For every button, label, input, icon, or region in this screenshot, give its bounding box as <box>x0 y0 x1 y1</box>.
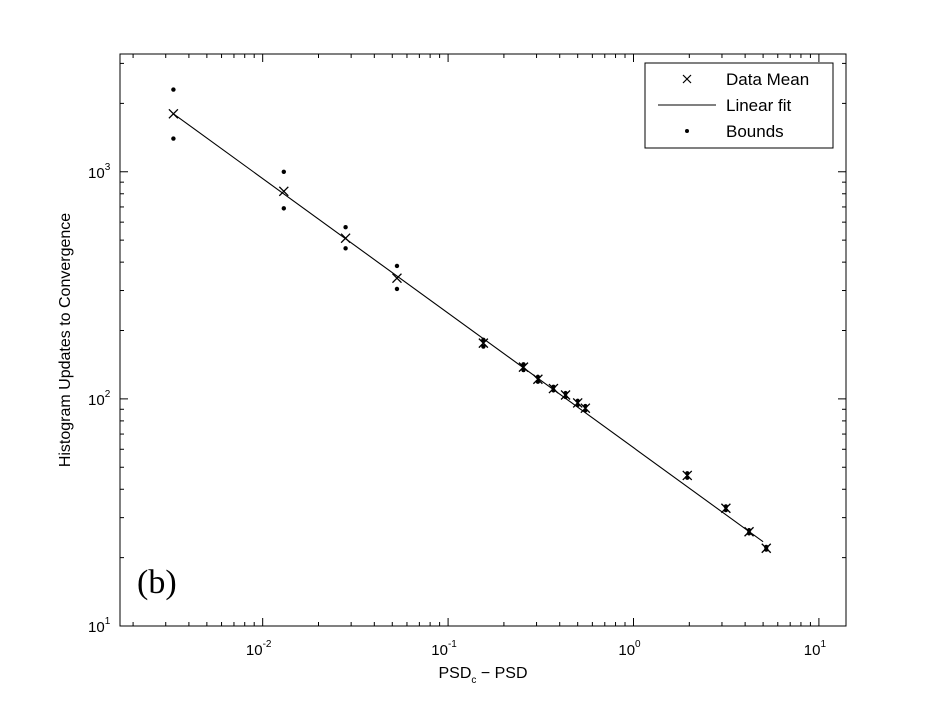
legend-marker-bounds <box>685 129 689 133</box>
x-tick-label: 100 <box>618 639 641 659</box>
y-axis-label: Histogram Updates to Convergence <box>57 213 74 467</box>
series-layer <box>168 87 772 554</box>
bounds-marker <box>394 263 400 269</box>
bounds-marker <box>551 388 556 393</box>
bounds-marker <box>575 402 580 408</box>
axis-ticks <box>120 54 846 627</box>
bounds-marker <box>281 169 287 174</box>
x-tick-label: 10-2 <box>246 639 272 659</box>
bounds-marker <box>764 547 769 552</box>
data-mean-marker <box>478 338 489 349</box>
data-mean-marker-stroke <box>518 362 529 373</box>
y-tick-label: 102 <box>88 389 111 409</box>
x-axis-label: PSDc − PSD <box>438 665 527 686</box>
bounds-marker <box>685 475 690 480</box>
legend-label-bounds: Bounds <box>726 122 784 141</box>
bounds-marker <box>343 225 348 230</box>
y-tick-label: 103 <box>88 162 111 182</box>
legend: Data Mean Linear fit Bounds <box>644 62 834 149</box>
data-mean-marker <box>278 186 289 197</box>
x-tick-label: 10-1 <box>431 639 457 659</box>
data-mean-marker-stroke <box>392 273 402 284</box>
bounds-marker <box>563 390 568 396</box>
bounds-marker <box>746 528 752 533</box>
bounds-marker <box>171 87 176 92</box>
bounds-marker <box>394 286 400 292</box>
tick-labels: 10-2 10-1 100 101 101 102 103 <box>88 162 826 659</box>
bounds-marker <box>343 246 348 251</box>
bounds-marker <box>583 408 588 413</box>
bounds-marker <box>521 362 526 367</box>
legend-label-linear-fit: Linear fit <box>726 96 791 115</box>
bounds-marker <box>723 507 729 513</box>
bounds-marker <box>535 379 541 384</box>
y-tick-label: 101 <box>88 616 111 636</box>
data-mean-marker-stroke <box>532 374 543 385</box>
bounds-marker <box>685 471 690 476</box>
legend-label-data-mean: Data Mean <box>726 70 809 89</box>
plot-frame <box>119 53 847 627</box>
bounds-marker <box>481 344 486 349</box>
bounds-marker <box>281 206 287 211</box>
x-tick-label: 101 <box>804 639 827 659</box>
bounds-marker <box>746 531 752 536</box>
data-mean-marker-stroke <box>478 338 489 349</box>
bounds-marker <box>481 337 486 343</box>
bounds-marker <box>171 136 176 141</box>
data-mean-marker <box>392 273 402 284</box>
bounds-marker <box>563 394 568 400</box>
bounds-marker <box>575 398 580 404</box>
bounds-marker <box>535 374 541 380</box>
legend-marker-data-mean <box>682 74 692 84</box>
bounds-marker <box>583 403 588 409</box>
data-mean-marker-stroke <box>278 186 289 197</box>
bounds-marker <box>551 384 556 390</box>
panel-label: (b) <box>137 564 177 601</box>
bounds-marker <box>723 504 729 509</box>
bounds-marker <box>521 367 526 373</box>
linear-fit-line <box>173 113 764 543</box>
